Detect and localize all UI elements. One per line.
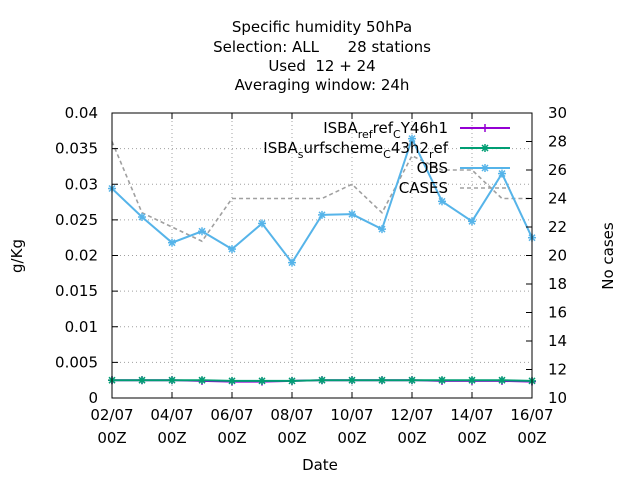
legend-marker (481, 164, 489, 172)
x-tick-label-date: 10/07 (330, 406, 373, 424)
data-point-obs (408, 134, 416, 143)
x-tick-label-date: 12/07 (390, 406, 433, 424)
y-tick-label: 0 (88, 389, 98, 407)
y2-tick-label: 20 (548, 247, 567, 265)
x-tick-label-hour: 00Z (277, 429, 306, 447)
y-tick-label: 0.02 (65, 247, 98, 265)
x-tick-label-date: 04/07 (150, 406, 193, 424)
data-point-obs (378, 225, 386, 234)
x-tick-label-hour: 00Z (157, 429, 186, 447)
series-line-cases (111, 141, 532, 243)
series-layer (108, 134, 536, 386)
data-point-isba-surfscheme-c43h2-ref (318, 376, 326, 385)
data-point-isba-surfscheme-c43h2-ref (198, 376, 206, 385)
data-point-isba-surfscheme-c43h2-ref (348, 376, 356, 385)
legend: ISBArefrefCY46h1ISBAsurfschemeC43h2refOB… (263, 119, 510, 197)
data-point-isba-surfscheme-c43h2-ref (378, 376, 386, 385)
y2-axis-title: No cases (599, 222, 617, 290)
data-point-obs (198, 227, 206, 236)
data-point-obs (138, 213, 146, 222)
x-tick-label-hour: 00Z (97, 429, 126, 447)
data-point-obs (318, 210, 326, 219)
data-point-isba-surfscheme-c43h2-ref (168, 376, 176, 385)
data-point-isba-surfscheme-c43h2-ref (228, 376, 236, 385)
data-point-obs (438, 197, 446, 206)
x-tick-label-date: 02/07 (90, 406, 133, 424)
series-line-obs (111, 135, 533, 265)
y-tick-label: 0.04 (65, 104, 98, 122)
y2-tick-label: 30 (548, 104, 567, 122)
x-tick-label-hour: 00Z (457, 429, 486, 447)
x-tick-label-date: 06/07 (210, 406, 253, 424)
y2-tick-label: 12 (548, 361, 567, 379)
x-tick-label-hour: 00Z (217, 429, 246, 447)
y-tick-label: 0.015 (55, 282, 98, 300)
data-point-obs (468, 217, 476, 226)
data-point-isba-surfscheme-c43h2-ref (438, 376, 446, 385)
tick-labels: 00.0050.010.0150.020.0250.030.0350.04101… (55, 104, 567, 447)
title-line-1: Specific humidity 50hPa (232, 18, 412, 36)
y2-tick-label: 10 (548, 389, 567, 407)
x-axis-title: Date (302, 456, 338, 474)
legend-label: ISBArefrefCY46h1 (323, 119, 448, 141)
legend-label: CASES (399, 179, 448, 197)
y2-tick-label: 28 (548, 133, 567, 151)
y-tick-label: 0.03 (65, 175, 98, 193)
y-tick-label: 0.025 (55, 211, 98, 229)
x-tick-label-date: 08/07 (270, 406, 313, 424)
data-point-obs (288, 258, 296, 267)
y-tick-label: 0.035 (55, 140, 98, 158)
y2-tick-label: 24 (548, 190, 567, 208)
title-line-3: Used 12 + 24 (268, 57, 375, 75)
data-point-isba-surfscheme-c43h2-ref (408, 376, 416, 385)
y-axis-title: g/Kg (8, 239, 26, 273)
data-point-isba-surfscheme-c43h2-ref (498, 376, 506, 385)
x-tick-label-hour: 00Z (337, 429, 366, 447)
data-point-isba-surfscheme-c43h2-ref (288, 376, 296, 385)
data-point-isba-surfscheme-c43h2-ref (468, 376, 476, 385)
y2-tick-label: 18 (548, 275, 567, 293)
y2-tick-label: 22 (548, 218, 567, 236)
data-point-obs (168, 238, 176, 247)
legend-label: ISBAsurfschemeC43h2ref (263, 139, 448, 161)
legend-marker (481, 144, 489, 152)
x-tick-label-date: 16/07 (510, 406, 553, 424)
data-point-obs (348, 210, 356, 219)
y-tick-label: 0.01 (65, 318, 98, 336)
title-line-2: Selection: ALL 28 stations (213, 38, 431, 56)
ticks (111, 112, 533, 399)
x-tick-label-hour: 00Z (517, 429, 546, 447)
chart-title: Specific humidity 50hPa Selection: ALL 2… (213, 18, 431, 94)
x-tick-label-date: 14/07 (450, 406, 493, 424)
title-line-4: Averaging window: 24h (235, 76, 410, 94)
y2-tick-label: 16 (548, 304, 567, 322)
data-point-obs (228, 245, 236, 254)
y2-tick-label: 14 (548, 332, 567, 350)
x-tick-label-hour: 00Z (397, 429, 426, 447)
data-point-isba-surfscheme-c43h2-ref (138, 376, 146, 385)
data-point-obs (258, 219, 266, 228)
data-point-isba-surfscheme-c43h2-ref (258, 376, 266, 385)
legend-marker (481, 124, 489, 132)
y2-tick-label: 26 (548, 161, 567, 179)
legend-label: OBS (417, 159, 448, 177)
data-point-obs (498, 169, 506, 178)
y-tick-label: 0.005 (55, 353, 98, 371)
